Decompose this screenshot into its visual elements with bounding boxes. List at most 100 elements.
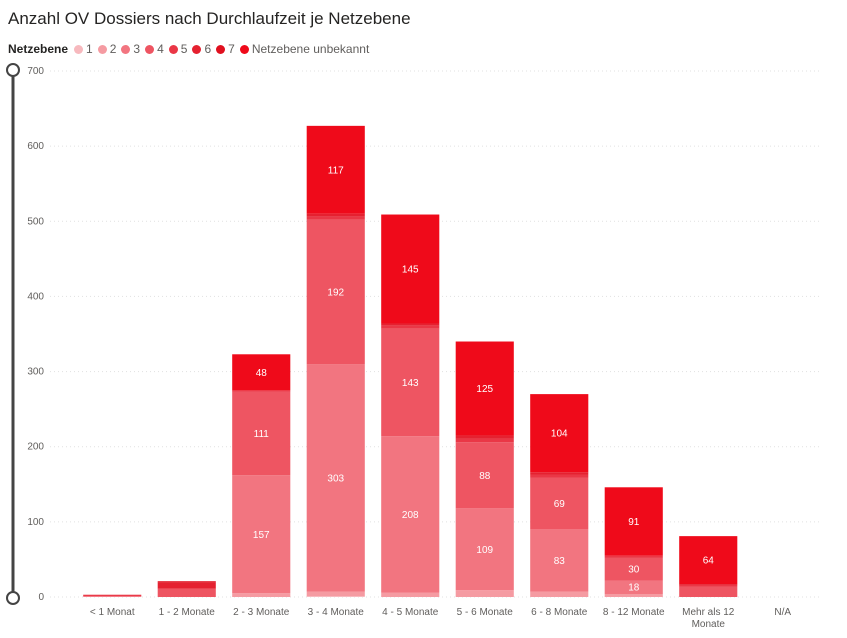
bar-segment[interactable] [232, 354, 291, 391]
legend-label: 4 [157, 42, 164, 56]
bar-segment[interactable] [157, 581, 216, 583]
y-tick-label: 300 [27, 367, 44, 378]
bar-segment[interactable] [679, 584, 738, 587]
bar-segment[interactable] [232, 390, 291, 392]
bar-segment[interactable] [530, 477, 589, 530]
legend-item[interactable]: Netzebene unbekannt [239, 42, 370, 56]
bar-segment[interactable] [381, 328, 440, 437]
bar-segment[interactable] [530, 472, 589, 475]
bar-segment[interactable] [306, 364, 365, 592]
y-tick-label: 700 [27, 66, 44, 77]
bar-segment[interactable] [604, 580, 663, 594]
data-label: 91 [628, 517, 640, 528]
bar-segment[interactable] [232, 391, 291, 476]
data-label: 48 [256, 368, 268, 379]
bar-segment[interactable] [530, 529, 589, 592]
data-label: 69 [554, 499, 566, 510]
legend-swatch [121, 44, 131, 54]
bar-segment[interactable] [679, 586, 738, 597]
bar-segment[interactable] [604, 487, 663, 556]
x-tick-label: 6 - 8 Monate [531, 607, 588, 618]
bar-segment[interactable] [232, 593, 291, 597]
bar-segment[interactable] [530, 394, 589, 473]
legend-label: 1 [86, 42, 93, 56]
data-label: 88 [479, 471, 491, 482]
legend-item[interactable]: 7 [216, 42, 235, 56]
zoom-slider-bottom-handle[interactable] [6, 591, 20, 605]
bar-segment[interactable] [306, 213, 365, 217]
data-label: 145 [402, 265, 419, 276]
legend-item[interactable]: 1 [74, 42, 93, 56]
y-tick-label: 100 [27, 517, 44, 528]
bar-segment[interactable] [604, 557, 663, 581]
bar-segment[interactable] [83, 595, 142, 597]
x-tick-label: 1 - 2 Monate [159, 607, 216, 618]
legend-label: 5 [180, 42, 188, 56]
y-tick-label: 500 [27, 216, 44, 227]
bar-segment[interactable] [604, 555, 663, 558]
bar-segment[interactable] [381, 214, 440, 324]
legend-item[interactable]: 6 [192, 42, 211, 56]
bar-segment[interactable] [530, 591, 589, 597]
bar-segment[interactable] [455, 438, 514, 443]
legend-item[interactable]: 3 [121, 42, 140, 56]
bar-segment[interactable] [381, 436, 440, 593]
chart-legend: Netzebene 1 2 3 4 5 6 7 Netzebene unbekannt [8, 42, 374, 56]
legend-label: 6 [204, 42, 212, 56]
zoom-slider[interactable] [6, 63, 20, 605]
y-tick-label: 600 [27, 141, 44, 152]
data-label: 30 [628, 565, 640, 576]
legend-item[interactable]: 5 [168, 42, 188, 56]
x-tick-label: 5 - 6 Monate [457, 607, 514, 618]
chart-title: Anzahl OV Dossiers nach Durchlaufzeit je… [8, 9, 411, 28]
legend-swatch [192, 44, 202, 54]
x-axis: < 1 Monat 1 - 2 Monate 2 - 3 Monate 3 - 4 M… [90, 607, 792, 630]
bar-segment[interactable] [455, 435, 514, 439]
x-tick-label: < 1 Monat [90, 607, 135, 618]
bar-segment[interactable] [679, 536, 738, 585]
legend-swatch [216, 44, 226, 54]
data-label: 143 [402, 378, 419, 389]
bar-segment[interactable] [381, 325, 440, 329]
y-axis: 0 100 200 300 400 500 600 700 [27, 66, 44, 603]
data-label: 192 [327, 287, 344, 298]
bar-segment[interactable] [455, 590, 514, 597]
bar-segment[interactable] [157, 582, 216, 589]
legend-item[interactable]: 2 [97, 42, 116, 56]
bar-segment[interactable] [83, 594, 142, 596]
legend-label: Netzebene unbekannt [251, 42, 370, 56]
data-label: 117 [328, 165, 344, 176]
x-tick-label: Monate [692, 619, 726, 630]
bar-segment[interactable] [157, 588, 216, 597]
bar-segment[interactable] [455, 508, 514, 591]
x-tick-label: 3 - 4 Monate [308, 607, 365, 618]
y-tick-label: 200 [27, 442, 44, 453]
bar-segment[interactable] [306, 219, 365, 365]
bar-segment[interactable] [306, 591, 365, 597]
legend-item[interactable]: 4 [145, 42, 164, 56]
bar-segment[interactable] [455, 341, 514, 436]
data-label: 125 [476, 384, 493, 395]
bar-segment[interactable] [306, 216, 365, 220]
bar-segment[interactable] [83, 596, 142, 597]
data-label: 157 [253, 530, 270, 541]
legend-swatch [97, 44, 107, 54]
bar-segment[interactable] [381, 592, 440, 597]
bar-segment[interactable] [530, 474, 589, 478]
data-label: 208 [402, 510, 419, 521]
bar-segment[interactable] [679, 584, 738, 585]
bar-segment[interactable] [381, 323, 440, 326]
bar-segment[interactable] [306, 125, 365, 214]
x-tick-label: 4 - 5 Monate [382, 607, 439, 618]
bar-segment[interactable] [455, 442, 514, 509]
bar-segment[interactable] [232, 475, 291, 594]
bar-segment[interactable] [306, 596, 365, 597]
x-tick-label: Mehr als 12 [682, 607, 735, 618]
bar-segment[interactable] [604, 593, 663, 597]
bars: 157 111 48 303 192 117 208 143 145 109 88 125 83 69 10… [83, 125, 738, 597]
zoom-slider-top-handle[interactable] [6, 63, 20, 77]
data-label: 109 [476, 545, 493, 556]
legend-title: Netzebene [8, 42, 69, 56]
x-tick-label: 8 - 12 Monate [603, 607, 665, 618]
